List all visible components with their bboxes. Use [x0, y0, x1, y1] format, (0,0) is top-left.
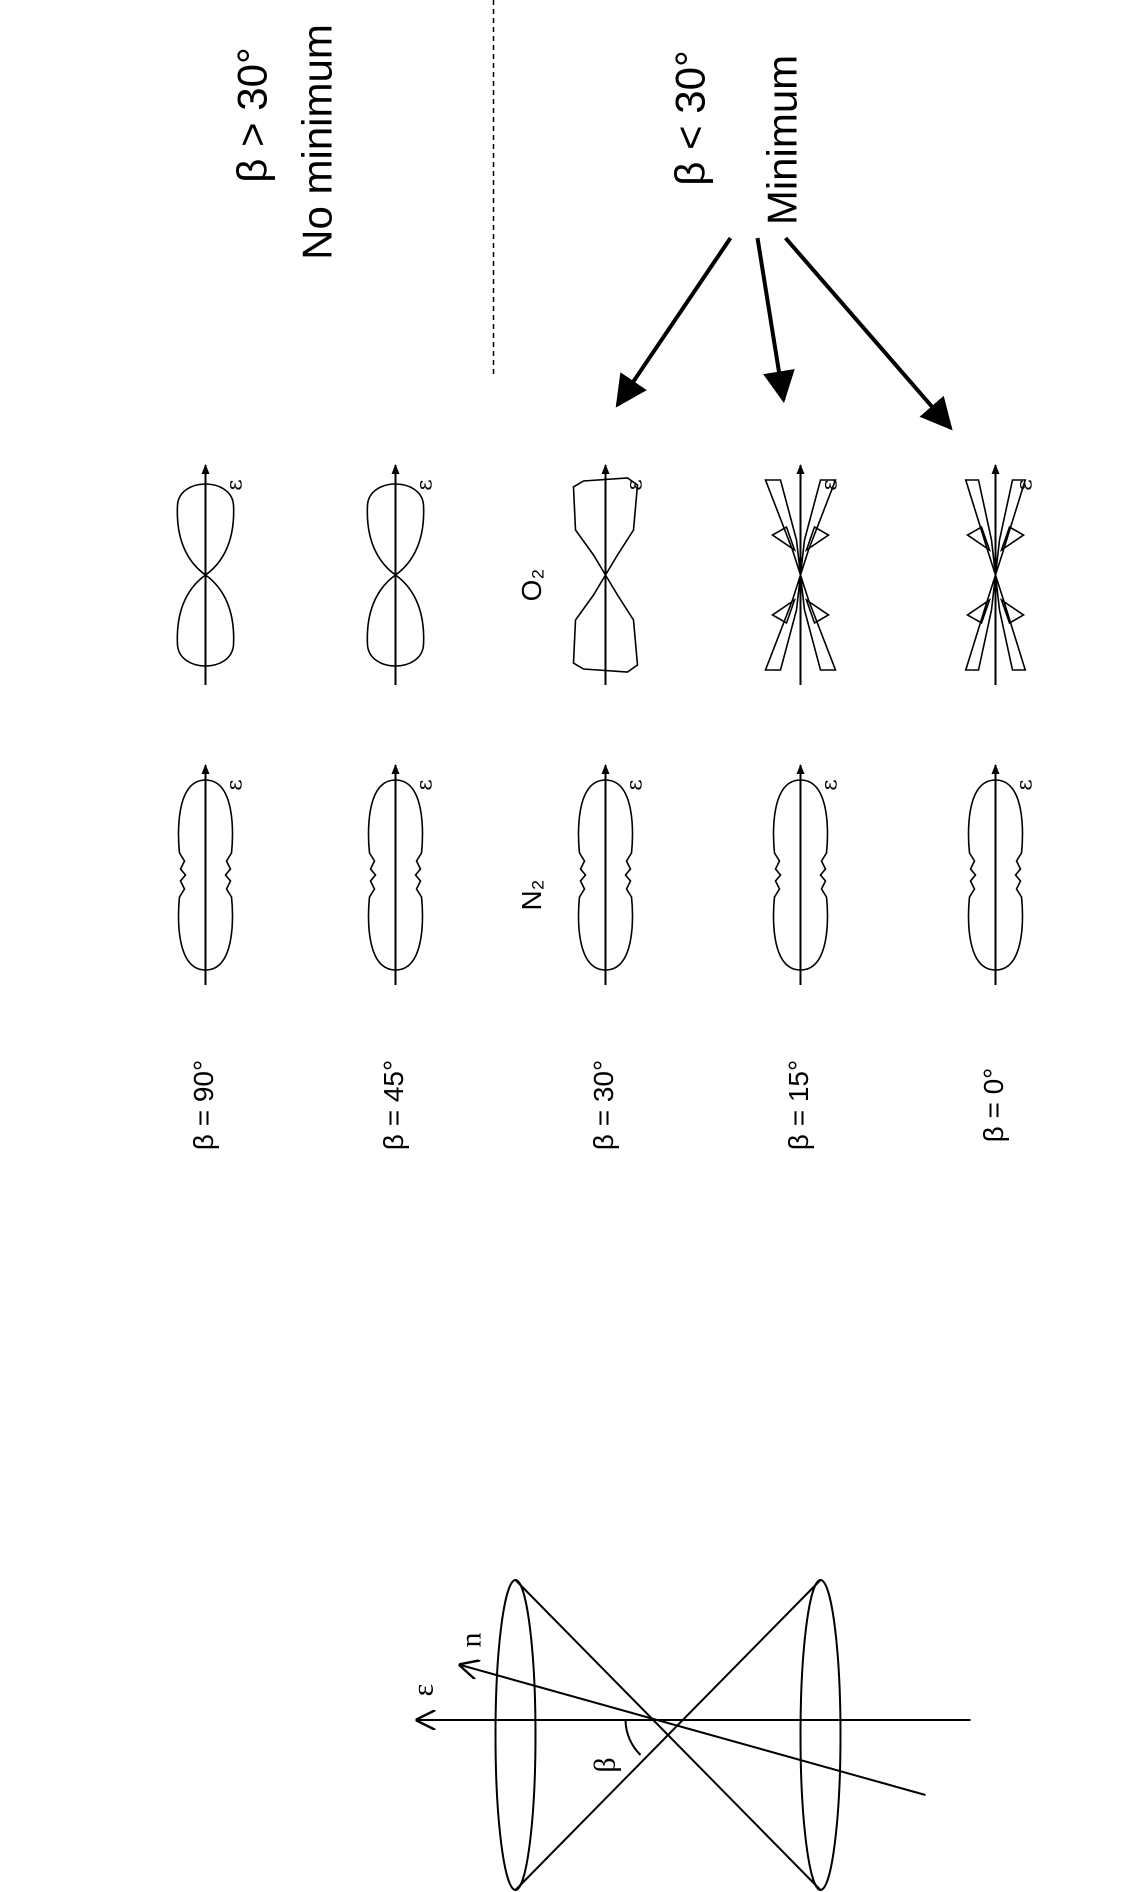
angle-label: β [588, 1757, 621, 1772]
cone-base [494, 1579, 537, 1891]
rows: β = 90° ε ε β = 45° ε ε β = 30° ε ε β = 15° ε ε β = … [176, 464, 1038, 1150]
column-header: O₂ [516, 569, 547, 602]
cone-base [799, 1579, 842, 1891]
row-label: β = 45° [378, 1060, 409, 1150]
annotation: β > 30° [229, 47, 276, 183]
arrow [783, 236, 953, 431]
angle-arc [624, 1719, 642, 1756]
row-label: β = 15° [783, 1060, 814, 1150]
orbital-shape [764, 479, 837, 671]
orbital-plot: ε [577, 764, 648, 985]
annotation: Minimum [759, 55, 806, 225]
orbital-plot: ε [177, 764, 248, 985]
field-label: ε [406, 1684, 439, 1697]
orbital-plot: ε [772, 764, 843, 985]
column-header: N₂ [516, 879, 547, 910]
orbital-plot: ε [176, 464, 248, 685]
cone-diagram: ε n β [406, 1579, 971, 1891]
field-label: ε [223, 779, 248, 790]
field-label: ε [1013, 779, 1038, 790]
annotation: No minimum [294, 24, 341, 260]
orbital-plot: ε [366, 464, 438, 685]
annotation: β < 30° [667, 50, 714, 186]
orbital-plot: ε [572, 464, 648, 685]
normal-label: n [454, 1633, 487, 1648]
field-label: ε [623, 779, 648, 790]
row-label: β = 0° [978, 1068, 1009, 1143]
orbital-plot: ε [967, 764, 1038, 985]
row-label: β = 30° [588, 1060, 619, 1150]
field-label: ε [413, 479, 438, 490]
field-label: ε [413, 779, 438, 790]
arrow [755, 237, 795, 404]
cone-edge [514, 1579, 822, 1891]
arrow [615, 236, 733, 408]
orbital-plot: ε [964, 464, 1038, 685]
field-label: ε [1013, 479, 1038, 490]
field-label: ε [818, 479, 843, 490]
field-label: ε [623, 479, 648, 490]
row-label: β = 90° [188, 1060, 219, 1150]
normal-axis [461, 1665, 926, 1796]
orbital-plot: ε [764, 464, 843, 685]
orbital-shape [964, 479, 1027, 671]
field-label: ε [818, 779, 843, 790]
field-label: ε [223, 479, 248, 490]
orbital-plot: ε [367, 764, 438, 985]
